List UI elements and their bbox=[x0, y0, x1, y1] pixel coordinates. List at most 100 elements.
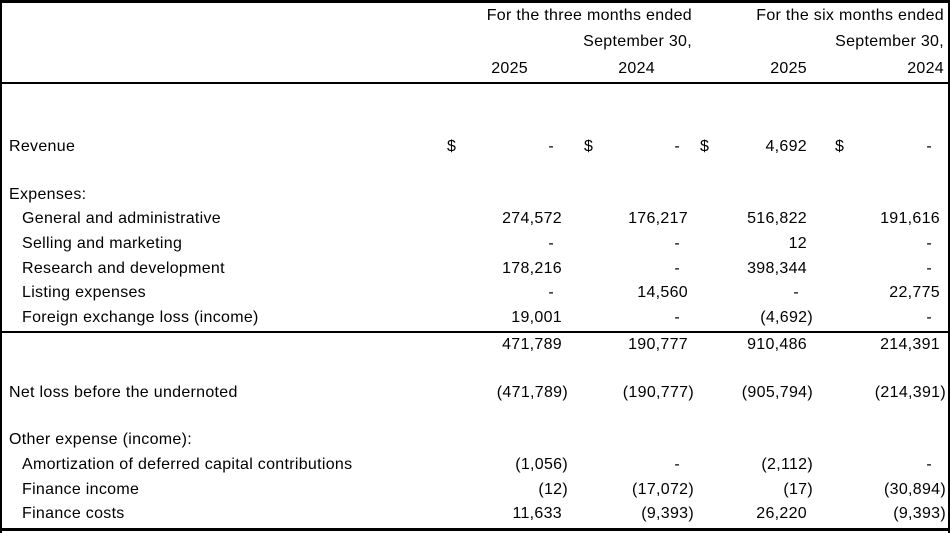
cell-3mo-2025: 11,633 bbox=[440, 502, 566, 527]
table-row: General and administrative 274,572 176,2… bbox=[2, 207, 948, 232]
row-label: Amortization of deferred capital contrib… bbox=[22, 455, 353, 473]
cell-3mo-2024: - bbox=[566, 257, 692, 282]
cell-value: - bbox=[674, 455, 680, 473]
row-label: Finance income bbox=[22, 480, 140, 498]
six-months-heading: For the six months ended bbox=[756, 7, 944, 24]
header-spacer bbox=[2, 55, 440, 82]
cell-value: 516,822 bbox=[747, 210, 807, 228]
cell-value: - bbox=[674, 309, 680, 327]
table-row: Net loss before the undernoted (471,789)… bbox=[2, 381, 948, 406]
row-label: Expenses: bbox=[9, 185, 87, 203]
cell-value: (190,777) bbox=[622, 383, 694, 401]
cell-value: 12 bbox=[788, 235, 807, 253]
cell-value: 910,486 bbox=[747, 335, 807, 353]
cell-value: 190,777 bbox=[628, 335, 688, 353]
cell-6mo-2024: (9,393) bbox=[812, 502, 948, 527]
cell-3mo-2024 bbox=[566, 428, 692, 453]
row-label: Research and development bbox=[22, 259, 225, 277]
cell-value: (17,072) bbox=[632, 480, 694, 498]
cell-value: (30,894) bbox=[884, 480, 946, 498]
cell-3mo-2025: $ - bbox=[440, 135, 566, 160]
table-row: Selling and marketing - - 12 - bbox=[2, 232, 948, 257]
cell-value: (471,789) bbox=[496, 383, 568, 401]
table-row: Expenses: bbox=[2, 183, 948, 208]
cell-value: (214,391) bbox=[874, 383, 946, 401]
cell-value: - bbox=[548, 235, 554, 253]
table-row: Finance costs 11,633 (9,393) 26,220 (9,3… bbox=[2, 502, 948, 527]
cell-3mo-2025 bbox=[440, 183, 566, 208]
currency-symbol: $ bbox=[447, 138, 457, 155]
cell-value: - bbox=[926, 138, 932, 155]
cell-6mo-2025: 516,822 bbox=[692, 207, 812, 232]
table-row: Foreign exchange loss (income) 19,001 - … bbox=[2, 306, 948, 331]
header-date-row: September 30, September 30, bbox=[2, 29, 948, 55]
cell-3mo-2024: (17,072) bbox=[566, 478, 694, 503]
cell-6mo-2024: - bbox=[812, 257, 948, 282]
table-row: Revenue $ - $ - $4,692 $ - bbox=[2, 135, 948, 160]
table-row: Research and development 178,216 - 398,3… bbox=[2, 257, 948, 282]
cell-6mo-2024: 191,616 bbox=[812, 207, 948, 232]
cell-value: 176,217 bbox=[628, 210, 688, 228]
year-6mo-2025: 2025 bbox=[770, 60, 807, 77]
cell-value: 178,216 bbox=[502, 259, 562, 277]
cell-value: - bbox=[926, 259, 932, 277]
year-3mo-2024: 2024 bbox=[618, 60, 655, 77]
currency-symbol: $ bbox=[835, 138, 845, 155]
table-body: Revenue $ - $ - $4,692 $ - Expenses: Genera… bbox=[2, 135, 948, 527]
table-row: Other expense (income): bbox=[2, 428, 948, 453]
row-label: Foreign exchange loss (income) bbox=[22, 309, 259, 327]
cell-3mo-2025: 19,001 bbox=[440, 306, 566, 331]
cell-value: - bbox=[926, 309, 932, 327]
cell-6mo-2024: 214,391 bbox=[812, 333, 948, 358]
cell-6mo-2025: (17) bbox=[692, 478, 812, 503]
cell-3mo-2024 bbox=[566, 183, 692, 208]
cell-value: 14,560 bbox=[637, 284, 688, 302]
cell-3mo-2025: (1,056) bbox=[440, 453, 567, 478]
row-label: Revenue bbox=[9, 138, 76, 155]
row-label: Other expense (income): bbox=[9, 431, 192, 449]
three-months-heading: For the three months ended bbox=[486, 7, 692, 24]
cell-6mo-2025: 12 bbox=[692, 232, 812, 257]
cell-value: (9,393) bbox=[893, 505, 946, 523]
cell-value: 11,633 bbox=[512, 505, 562, 523]
cell-3mo-2025: 471,789 bbox=[440, 333, 566, 358]
year-3mo-2025: 2025 bbox=[491, 60, 528, 77]
cell-3mo-2024: (190,777) bbox=[566, 381, 694, 406]
cell-value: 26,220 bbox=[756, 505, 807, 523]
cell-6mo-2025: 26,220 bbox=[692, 502, 812, 527]
cell-6mo-2025: (905,794) bbox=[692, 381, 813, 406]
cell-3mo-2025: - bbox=[440, 232, 566, 257]
cell-value: - bbox=[674, 235, 680, 253]
cell-6mo-2025: 910,486 bbox=[692, 333, 812, 358]
row-label: Finance costs bbox=[22, 505, 125, 523]
cell-value: (905,794) bbox=[741, 383, 813, 401]
cell-6mo-2024: $ - bbox=[812, 135, 948, 160]
table-row: Amortization of deferred capital contrib… bbox=[2, 453, 948, 478]
cell-3mo-2024: 190,777 bbox=[566, 333, 692, 358]
cell-6mo-2025 bbox=[692, 183, 812, 208]
cell-3mo-2024: - bbox=[566, 232, 692, 257]
cell-value: 191,616 bbox=[880, 210, 940, 228]
table-row: Listing expenses - 14,560 - 22,775 bbox=[2, 281, 948, 306]
cell-value: - bbox=[793, 284, 799, 302]
cell-value: (9,393) bbox=[641, 505, 694, 523]
cell-3mo-2024: (9,393) bbox=[566, 502, 694, 527]
cell-value: 274,572 bbox=[502, 210, 562, 228]
cell-value: (17) bbox=[783, 480, 813, 498]
header-period-row: For the three months ended For the six m… bbox=[2, 3, 948, 29]
six-months-date: September 30, bbox=[835, 33, 944, 50]
cell-3mo-2025: 274,572 bbox=[440, 207, 566, 232]
table-row: Finance income (12) (17,072) (17) (30,89… bbox=[2, 478, 948, 503]
currency-symbol: $ bbox=[700, 138, 710, 155]
cell-value: (12) bbox=[538, 480, 568, 498]
cell-3mo-2024: $ - bbox=[566, 135, 692, 160]
cell-6mo-2025: (4,692) bbox=[692, 306, 812, 331]
cell-6mo-2024 bbox=[812, 183, 948, 208]
cell-6mo-2024 bbox=[812, 428, 948, 453]
cell-3mo-2025 bbox=[440, 428, 566, 453]
cell-value: - bbox=[674, 138, 680, 155]
cell-3mo-2024: - bbox=[566, 306, 692, 331]
cell-value: 4,692 bbox=[765, 138, 807, 155]
currency-symbol: $ bbox=[584, 138, 594, 155]
cell-value: 22,775 bbox=[889, 284, 940, 302]
